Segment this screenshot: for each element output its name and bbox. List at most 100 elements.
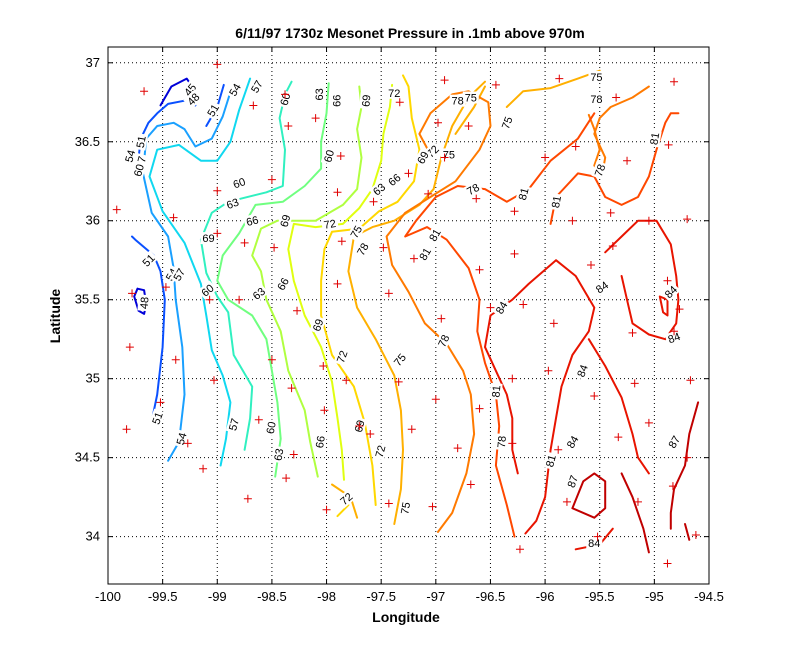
contour-label-bg	[121, 146, 138, 166]
contour-label: 66	[331, 95, 343, 107]
contour-label: 81	[517, 187, 532, 202]
contour-label-bg	[247, 76, 266, 97]
plot-area	[108, 47, 709, 584]
station-marker	[633, 497, 642, 506]
contour-label-bg	[489, 382, 503, 400]
y-tick-label: 36	[86, 213, 100, 228]
contour-label-bg	[449, 94, 466, 107]
contour-label-bg	[312, 86, 325, 103]
station-marker	[612, 93, 621, 102]
station-marker	[544, 366, 553, 375]
contour-label: 75	[443, 149, 455, 161]
contour-label: 78	[436, 333, 452, 349]
contour-label: 78	[496, 435, 509, 448]
contour-label: 54	[227, 82, 244, 99]
station-marker	[407, 425, 416, 434]
contour-label-bg	[346, 221, 366, 242]
contour-label: 81	[550, 195, 564, 209]
contour-line-66	[251, 85, 363, 478]
contour-label: 84	[588, 538, 600, 550]
station-marker	[270, 243, 279, 252]
station-marker	[683, 215, 692, 224]
contour-label-bg	[542, 451, 559, 471]
contour-label: 63	[225, 197, 241, 212]
contour-line-87	[669, 401, 700, 530]
contour-label-bg	[353, 239, 372, 260]
station-marker	[541, 153, 550, 162]
contour-line-78	[587, 85, 650, 178]
contour-label-bg	[148, 408, 166, 428]
station-marker	[668, 482, 677, 491]
contour-label: 60	[232, 176, 248, 191]
x-tick-label: -100	[95, 589, 121, 604]
contour-line-60	[199, 80, 293, 451]
station-marker	[254, 415, 263, 424]
station-marker	[240, 238, 249, 247]
x-tick-label: -97.5	[366, 589, 396, 604]
x-tick-label: -98.5	[257, 589, 287, 604]
contour-label-bg	[225, 79, 244, 100]
plot-border	[107, 46, 710, 585]
x-axis-label: Longitude	[372, 609, 440, 625]
contour-label: 57	[249, 79, 266, 96]
station-marker	[319, 362, 328, 371]
contour-label-bg	[390, 349, 410, 370]
station-marker	[614, 433, 623, 442]
station-marker	[205, 295, 214, 304]
station-marker	[670, 327, 679, 336]
station-marker	[623, 156, 632, 165]
contour-label-bg	[548, 192, 564, 211]
station-marker	[519, 300, 528, 309]
x-tick-label: -94.5	[694, 589, 724, 604]
station-marker	[161, 283, 170, 292]
contour-label: 81	[417, 246, 434, 263]
contour-label: 84	[575, 363, 590, 379]
x-tick-label: -96.5	[476, 589, 506, 604]
station-marker	[606, 208, 615, 217]
contour-line-84	[658, 295, 669, 317]
y-tick-label: 35	[86, 371, 100, 386]
contour-line-87	[684, 523, 691, 541]
chart-title: 6/11/97 1730z Mesonet Pressure in .1mb a…	[235, 25, 584, 41]
y-tick-label: 34.5	[75, 450, 100, 465]
contour-label-bg	[169, 264, 189, 285]
contour-label: 57	[172, 267, 189, 284]
contour-label-bg	[372, 442, 388, 461]
contour-line-69	[287, 83, 394, 481]
contour-label-bg	[397, 499, 413, 518]
station-marker	[112, 205, 121, 214]
contour-label: 51	[150, 411, 165, 427]
contour-label-bg	[591, 277, 612, 297]
station-marker	[287, 384, 296, 393]
x-tick-label: -95.5	[585, 589, 615, 604]
station-marker	[333, 188, 342, 197]
station-marker	[384, 289, 393, 298]
station-marker	[267, 175, 276, 184]
contour-label: 51	[135, 135, 149, 149]
contour-label-bg	[660, 281, 681, 302]
station-marker	[472, 194, 481, 203]
contour-label-bg	[492, 297, 511, 318]
contour-label: 69	[360, 94, 373, 107]
station-marker	[336, 151, 345, 160]
contour-label-bg	[359, 92, 373, 110]
contour-label-bg	[494, 433, 509, 451]
contour-label-bg	[263, 418, 279, 437]
station-marker	[555, 74, 564, 83]
contour-line-84	[587, 338, 650, 475]
station-marker	[293, 306, 302, 315]
station-marker	[333, 279, 342, 288]
y-tick-label: 35.5	[75, 292, 100, 307]
contour-label-bg	[225, 415, 242, 434]
contour-label: 75	[349, 224, 366, 241]
contour-line-63	[216, 82, 330, 478]
station-marker	[510, 207, 519, 216]
contour-label-bg	[203, 100, 223, 121]
contour-label: 57	[227, 417, 242, 432]
contour-label: 75	[465, 93, 477, 105]
station-marker	[466, 480, 475, 489]
contour-label: 75	[500, 115, 515, 131]
contour-line-87	[571, 472, 607, 519]
contour-label: 78	[590, 94, 602, 106]
